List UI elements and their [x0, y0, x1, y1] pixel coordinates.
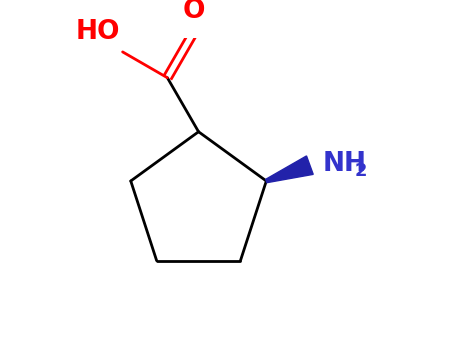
Text: HO: HO: [76, 19, 120, 45]
Text: O: O: [183, 0, 205, 24]
Polygon shape: [266, 156, 313, 183]
Text: NH: NH: [322, 151, 366, 177]
Text: 2: 2: [354, 162, 367, 180]
